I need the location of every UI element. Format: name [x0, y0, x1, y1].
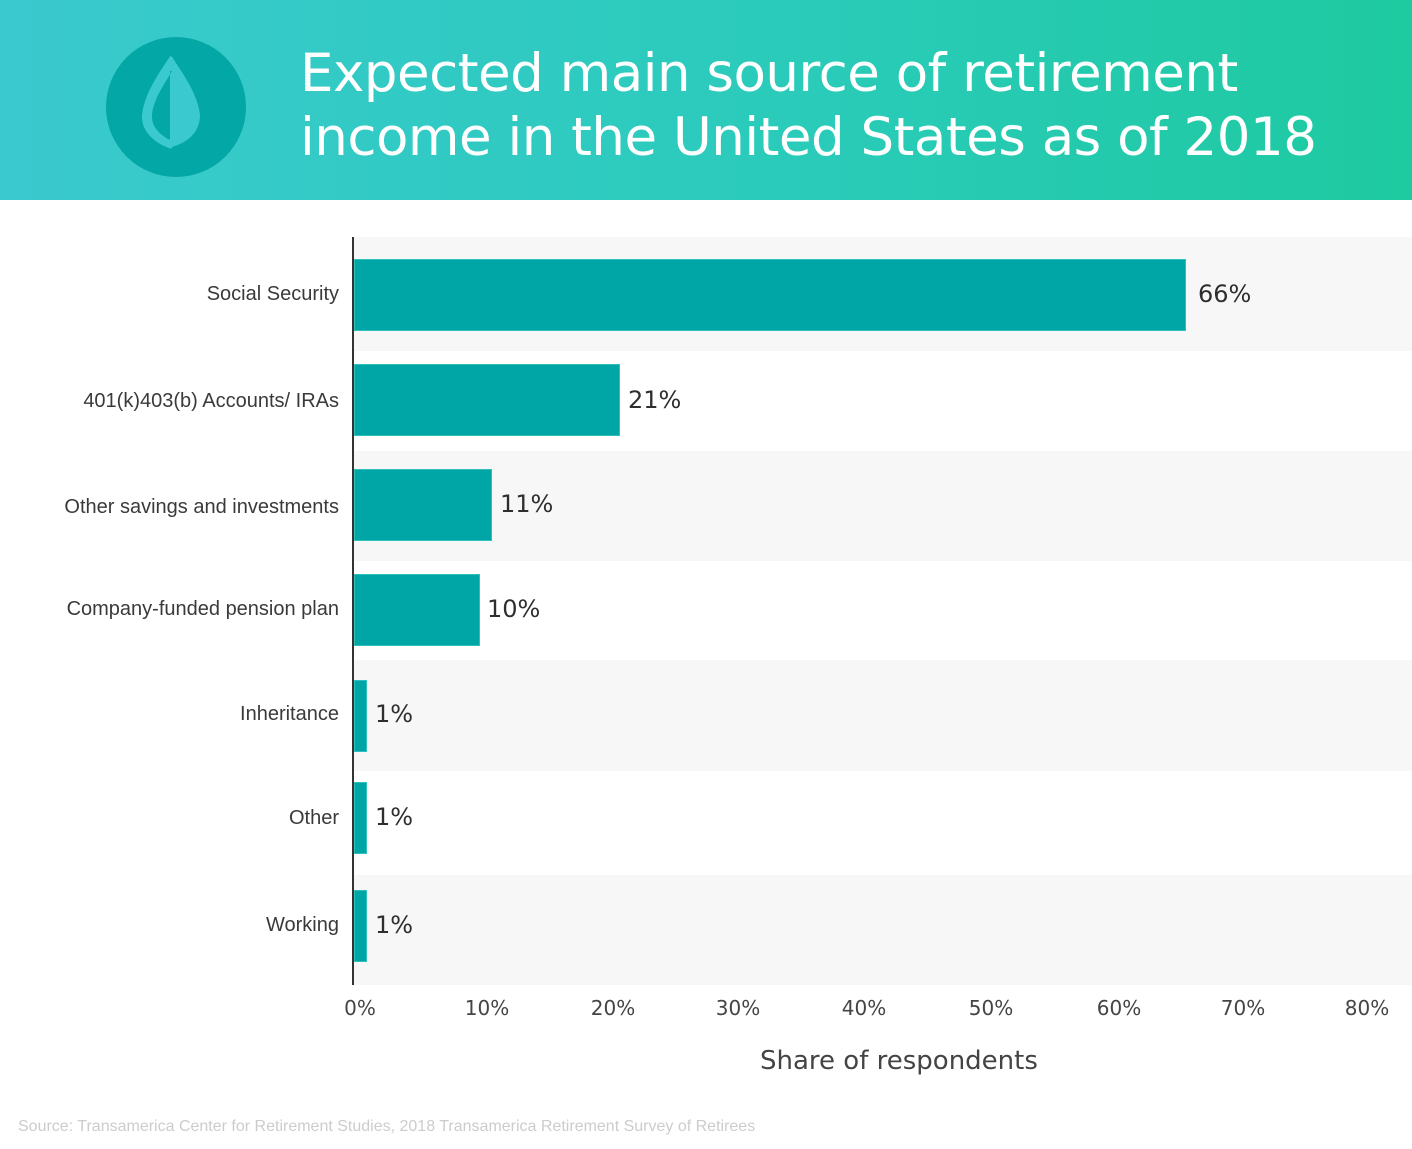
- x-tick: 80%: [1344, 996, 1390, 1020]
- x-tick: 30%: [715, 996, 761, 1020]
- leaf-drop-icon: [141, 55, 200, 149]
- chart-header: Expected main source of retirement incom…: [0, 0, 1412, 200]
- chart-title: Expected main source of retirement incom…: [300, 42, 1380, 170]
- x-tick: 40%: [841, 996, 887, 1020]
- x-axis-label: Share of respondents: [760, 1046, 1038, 1076]
- value-label: 11%: [500, 490, 554, 518]
- source-note: Source: Transamerica Center for Retireme…: [18, 1118, 756, 1135]
- x-tick: 60%: [1096, 996, 1142, 1020]
- x-tick: 50%: [968, 996, 1014, 1020]
- value-label: 10%: [487, 595, 541, 623]
- value-label: 66%: [1198, 280, 1252, 308]
- category-label: Inheritance: [240, 703, 339, 725]
- category-label: 401(k)403(b) Accounts/ IRAs: [83, 390, 339, 412]
- title-line-2: income in the United States as of 2018: [300, 107, 1317, 168]
- category-label: Company-funded pension plan: [66, 598, 339, 620]
- category-label: Other: [288, 807, 339, 829]
- value-label: 1%: [375, 700, 414, 728]
- bar-pension: [354, 574, 480, 646]
- bar-401k-iras: [354, 364, 620, 436]
- value-label: 1%: [375, 911, 414, 939]
- bar-working: [354, 890, 367, 962]
- bar-social-security: [354, 259, 1186, 331]
- title-line-1: Expected main source of retirement: [300, 43, 1238, 104]
- x-tick: 10%: [464, 996, 510, 1020]
- value-label: 21%: [628, 386, 682, 414]
- category-label: Social Security: [206, 283, 339, 305]
- row-band: [354, 451, 1412, 561]
- bar-other-savings: [354, 469, 492, 541]
- value-label: 1%: [375, 803, 414, 831]
- category-label: Working: [266, 914, 339, 936]
- logo: [106, 37, 246, 177]
- x-tick: 0%: [344, 996, 376, 1020]
- category-label: Other savings and investments: [64, 496, 339, 518]
- bar-inheritance: [354, 680, 367, 752]
- row-band: [354, 660, 1412, 771]
- bar-other: [354, 782, 367, 854]
- y-axis-line: [352, 237, 354, 985]
- row-band: [354, 875, 1412, 985]
- x-tick: 70%: [1220, 996, 1266, 1020]
- x-tick: 20%: [590, 996, 636, 1020]
